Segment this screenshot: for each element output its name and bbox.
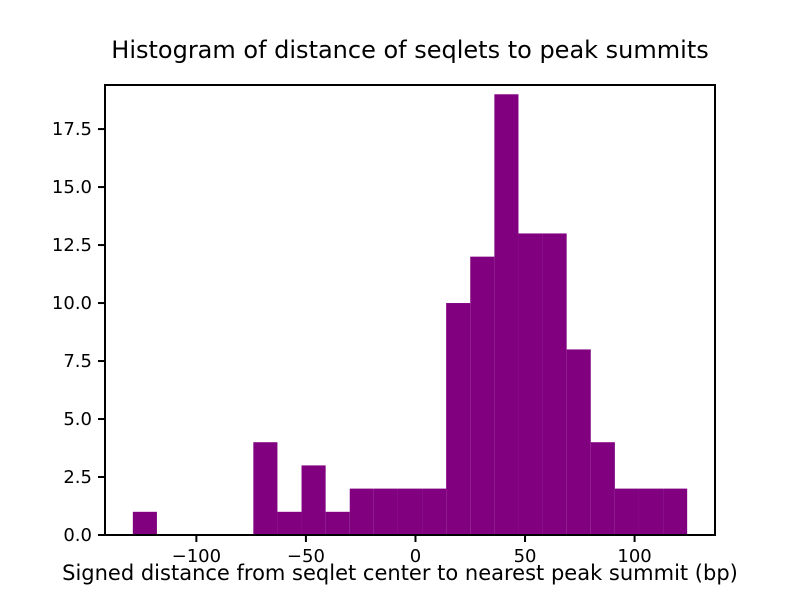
- y-tick-label: 12.5: [52, 235, 92, 256]
- histogram-bar: [422, 488, 447, 535]
- histogram-bar: [277, 511, 302, 535]
- axes-box: [104, 84, 716, 536]
- x-tick-label: 50: [514, 546, 537, 567]
- x-tick-label: 100: [617, 546, 651, 567]
- histogram-bar: [590, 442, 615, 535]
- x-axis-label: Signed distance from seqlet center to ne…: [62, 561, 738, 585]
- y-tick-label: 5.0: [63, 409, 92, 430]
- histogram-bar: [470, 256, 495, 535]
- histogram-bar: [349, 488, 374, 535]
- x-tick-label: 0: [410, 546, 421, 567]
- histogram-bar: [542, 233, 567, 535]
- histogram-bar: [253, 442, 278, 535]
- histogram-bar: [446, 303, 471, 535]
- histogram-bar: [132, 511, 157, 535]
- histogram-bar: [494, 94, 519, 535]
- histogram-bar: [325, 511, 350, 535]
- y-tick-label: 17.5: [52, 119, 92, 140]
- histogram-bar: [614, 488, 639, 535]
- histogram-bar: [518, 233, 543, 535]
- histogram-bar: [663, 488, 688, 535]
- chart-title: Histogram of distance of seqlets to peak…: [111, 36, 709, 64]
- histogram-bar: [397, 488, 423, 535]
- histogram-bar: [373, 488, 398, 535]
- histogram-bar: [566, 349, 591, 535]
- y-tick-label: 0.0: [63, 525, 92, 546]
- histogram-bar: [638, 488, 664, 535]
- y-tick-label: 7.5: [63, 351, 92, 372]
- x-tick-label: −50: [287, 546, 325, 567]
- x-tick-label: −100: [172, 546, 221, 567]
- y-tick-label: 15.0: [52, 177, 92, 198]
- histogram-bar: [301, 465, 326, 535]
- y-tick-label: 2.5: [63, 467, 92, 488]
- y-tick-label: 10.0: [52, 293, 92, 314]
